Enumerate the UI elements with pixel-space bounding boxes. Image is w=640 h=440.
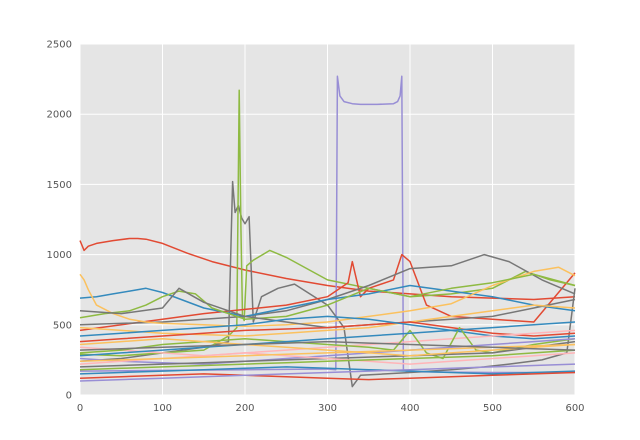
x-tick-label: 600 — [565, 403, 584, 414]
series-line-9 — [79, 273, 576, 320]
series-line-10 — [79, 287, 576, 329]
series-line-16 — [79, 338, 576, 365]
y-axis-ticks: 0 500 1000 1500 2000 2500 — [47, 40, 72, 402]
series-line-22 — [79, 349, 576, 371]
y-tick-label: 0 — [66, 391, 72, 402]
series-line-1 — [79, 237, 576, 301]
series-line-19 — [79, 366, 576, 375]
series-line-23 — [79, 363, 576, 382]
y-tick-label: 2000 — [47, 110, 72, 121]
x-tick-label: 400 — [400, 403, 419, 414]
series-line-14 — [79, 329, 576, 357]
series-line-6 — [79, 253, 576, 326]
series-line-18 — [79, 338, 576, 357]
series-line-20 — [79, 371, 576, 381]
y-tick-label: 500 — [53, 320, 72, 331]
x-tick-label: 300 — [318, 403, 337, 414]
y-tick-label: 1500 — [47, 180, 72, 191]
y-tick-label: 1000 — [47, 250, 72, 261]
series-line-8 — [79, 266, 576, 327]
series-line-26 — [79, 340, 576, 351]
series-lines — [79, 75, 576, 388]
x-tick-label: 100 — [153, 403, 172, 414]
x-tick-label: 500 — [483, 403, 502, 414]
x-tick-label: 200 — [235, 403, 254, 414]
grid — [79, 43, 576, 396]
x-axis-ticks: 0 100 200 300 400 500 600 — [77, 403, 585, 414]
y-tick-label: 2500 — [47, 40, 72, 51]
series-line-24 — [79, 321, 576, 357]
x-tick-label: 0 — [77, 403, 83, 414]
series-line-11 — [79, 304, 576, 337]
series-line-12 — [79, 321, 576, 343]
